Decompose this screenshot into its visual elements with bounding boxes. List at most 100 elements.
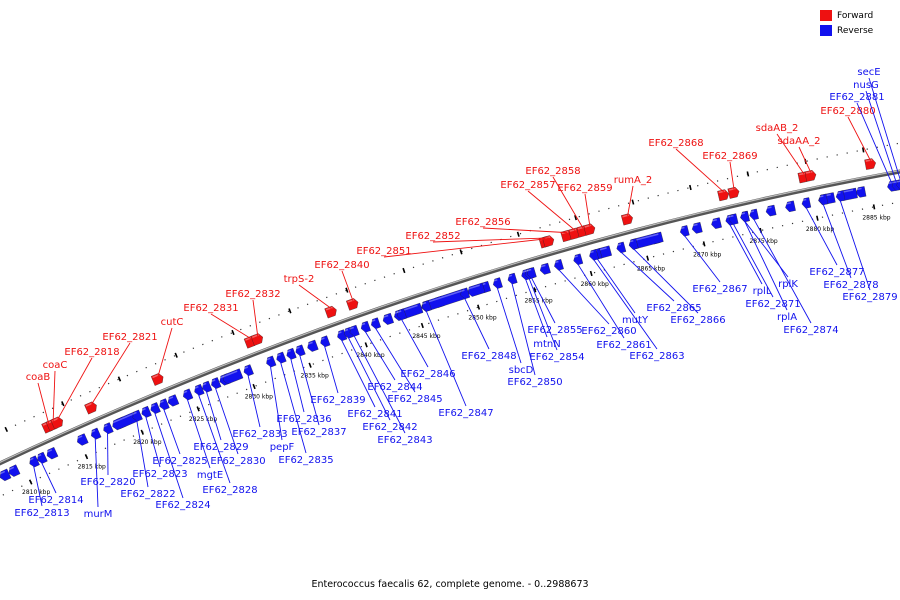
- reverse-gene-arrow: [835, 190, 846, 202]
- forward-leader-line: [157, 327, 173, 377]
- forward-gene-label: rumA_2: [614, 175, 652, 186]
- major-tick: [345, 287, 349, 293]
- reverse-gene-label: EF62_2854: [529, 352, 584, 363]
- major-tick: [196, 406, 200, 412]
- axis-tick-label: 2830 kbp: [245, 394, 273, 401]
- forward-gene-label: EF62_2857: [500, 180, 555, 191]
- major-tick: [117, 376, 122, 382]
- reverse-leader-line: [214, 387, 239, 455]
- forward-gene-label: EF62_2851: [356, 246, 411, 257]
- forward-leader-line: [482, 227, 568, 234]
- reverse-gene-arrow: [460, 287, 471, 300]
- major-tick: [477, 304, 481, 310]
- strand-legend: Forward Reverse: [820, 8, 900, 38]
- major-tick: [28, 479, 33, 485]
- reverse-gene-arrow: [222, 368, 244, 385]
- reverse-gene-arrow: [201, 380, 213, 393]
- reverse-gene-label: EF62_2874: [783, 325, 838, 336]
- reverse-swatch: [820, 25, 832, 36]
- forward-gene-arrow: [324, 305, 337, 319]
- reverse-leader-line: [620, 251, 675, 302]
- reverse-leader-line: [530, 276, 556, 324]
- forward-leader-line: [298, 284, 332, 309]
- reverse-gene-label: murM: [84, 509, 113, 520]
- forward-gene-label: cutC: [161, 317, 184, 328]
- reverse-strand-features: [0, 178, 900, 482]
- forward-gene-arrow: [346, 298, 359, 311]
- reverse-gene-arrow: [46, 447, 59, 460]
- reverse-gene-label: secE: [857, 67, 880, 78]
- axis-tick-label: 2880 kbp: [806, 226, 834, 233]
- reverse-gene-label: EF62_2844: [367, 382, 422, 393]
- reverse-gene-arrow: [36, 451, 48, 464]
- legend-label-reverse: Reverse: [837, 25, 874, 36]
- axis-tick-label: 2875 kbp: [749, 238, 777, 245]
- reverse-gene-label: EF62_2845: [387, 394, 442, 405]
- reverse-leader-line: [525, 278, 548, 338]
- major-tick: [420, 322, 424, 329]
- forward-gene-label: EF62_2832: [225, 289, 280, 300]
- major-tick: [872, 204, 876, 210]
- forward-leader-line: [252, 299, 259, 337]
- forward-guide-rail: [0, 142, 900, 434]
- forward-gene-arrow: [864, 158, 876, 170]
- reverse-leader-line: [340, 339, 376, 408]
- reverse-gene-arrow: [467, 282, 486, 297]
- reverse-gene-arrow: [554, 259, 564, 271]
- forward-gene-label: sdaAA_2: [777, 136, 820, 147]
- reverse-gene-arrow: [8, 464, 21, 477]
- forward-leader-line: [432, 237, 549, 243]
- reverse-leader-line: [247, 374, 261, 428]
- reverse-gene-arrow: [295, 344, 306, 357]
- axis-tick-label: 2855 kbp: [524, 297, 552, 304]
- reverse-gene-arrow: [370, 317, 381, 329]
- major-tick: [861, 147, 865, 153]
- forward-gene-label: EF62_2840: [314, 260, 369, 271]
- reverse-gene-arrow: [740, 210, 750, 223]
- reverse-leader-line: [364, 330, 396, 381]
- forward-leader-line: [798, 146, 812, 173]
- reverse-leader-line: [400, 318, 429, 368]
- reverse-leader-line: [632, 248, 699, 314]
- reverse-gene-arrow: [0, 468, 12, 482]
- reverse-leader-line: [822, 203, 852, 279]
- forward-gene-label: coaB: [26, 372, 51, 383]
- axis-tick-label: 2865 kbp: [637, 266, 665, 273]
- reverse-gene-label: EF62_2839: [310, 395, 365, 406]
- forward-gene-arrow: [150, 373, 164, 386]
- reverse-gene-label: EF62_2820: [80, 477, 135, 488]
- major-tick: [4, 426, 9, 433]
- forward-gene-label: coaC: [43, 360, 68, 371]
- reverse-leader-line: [729, 224, 763, 285]
- major-tick: [308, 362, 312, 368]
- reverse-gene-arrow: [167, 394, 180, 407]
- reverse-gene-label: EF62_2824: [155, 500, 210, 511]
- reverse-gene-arrow: [616, 241, 627, 254]
- forward-gene-label: EF62_2821: [102, 332, 157, 343]
- reverse-gene-label: mtnN: [533, 339, 560, 350]
- reverse-leader-line: [753, 218, 812, 324]
- reverse-gene-arrow: [141, 405, 152, 418]
- reverse-gene-arrow: [711, 217, 722, 229]
- major-tick: [61, 401, 65, 407]
- reverse-gene-arrow: [896, 178, 900, 190]
- forward-gene-arrow: [717, 189, 730, 202]
- reverse-gene-arrow: [628, 238, 639, 250]
- reverse-gene-label: EF62_2848: [461, 351, 516, 362]
- reverse-gene-arrow: [589, 249, 599, 261]
- reverse-leader-line: [683, 234, 721, 283]
- reverse-gene-label: pepF: [270, 442, 295, 453]
- reverse-gene-label: EF62_2830: [210, 456, 265, 467]
- reverse-leader-line: [136, 420, 149, 488]
- reverse-gene-arrow: [349, 324, 360, 337]
- reverse-gene-label: EF62_2879: [842, 292, 897, 303]
- forward-gene-label: sdaAB_2: [756, 123, 799, 134]
- reverse-gene-label: EF62_2846: [400, 369, 455, 380]
- reverse-gene-label: EF62_2842: [362, 422, 417, 433]
- forward-leader-line: [52, 370, 56, 422]
- reverse-gene-label: EF62_2860: [581, 326, 636, 337]
- reverse-gene-arrow: [680, 225, 690, 237]
- reverse-gene-label: EF62_2867: [692, 284, 747, 295]
- reverse-gene-label: EF62_2823: [132, 469, 187, 480]
- reverse-leader-line: [744, 220, 788, 311]
